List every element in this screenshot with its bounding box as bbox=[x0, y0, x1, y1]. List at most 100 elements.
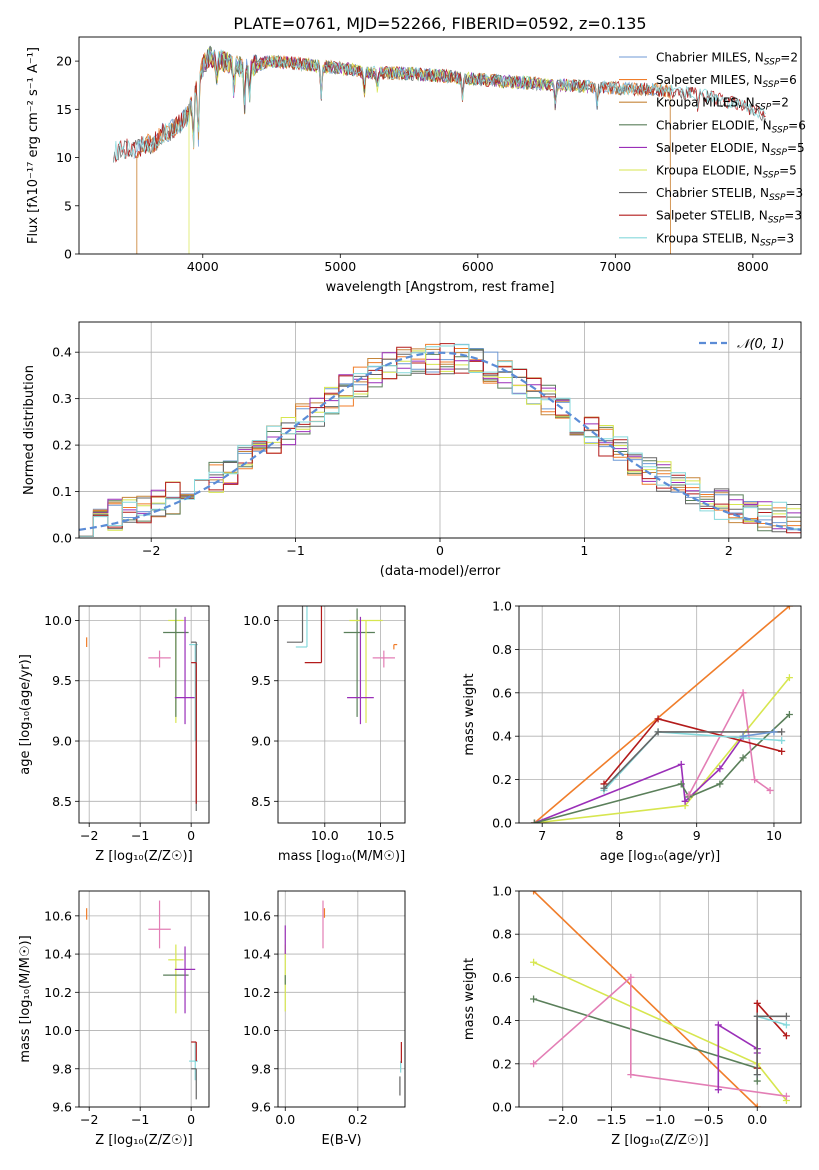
legend-label-tail: =3 bbox=[784, 209, 802, 223]
errorbar-points bbox=[286, 606, 398, 725]
y-tick-label: 9.0 bbox=[251, 734, 271, 749]
x-tick-label: 2 bbox=[725, 543, 733, 558]
y-tick-label: 10.2 bbox=[243, 985, 271, 1000]
x-tick-label: 7 bbox=[538, 828, 546, 843]
x-tick-label: −1.0 bbox=[645, 1112, 675, 1127]
y-tick-label: 0.2 bbox=[492, 772, 512, 787]
weight-marker bbox=[739, 754, 747, 762]
x-tick-label: 10.5 bbox=[367, 828, 395, 843]
y-axis-label: mass weight bbox=[462, 673, 477, 755]
residual-histogram-kroupa-stelib bbox=[79, 344, 801, 537]
legend-label-main: Chabrier MILES, N bbox=[656, 51, 764, 65]
weight-marker bbox=[600, 784, 608, 792]
y-tick-label: 0.2 bbox=[52, 438, 72, 453]
x-tick-label: −1 bbox=[286, 543, 304, 558]
y-tick-label: 5 bbox=[64, 198, 72, 213]
y-tick-label: 0.4 bbox=[52, 345, 72, 360]
y-axis-label: age [log₁₀(age/yr)] bbox=[18, 654, 33, 775]
legend-label-tail: =3 bbox=[786, 186, 804, 200]
weight-marker bbox=[778, 728, 786, 736]
legend-label: Salpeter MILES, NSSP=6 bbox=[656, 73, 797, 90]
legend-label: Kroupa STELIB, NSSP=3 bbox=[656, 231, 794, 248]
weight-line-chabrier-elodie bbox=[533, 998, 759, 1082]
weight-line-kroupa-stelib bbox=[756, 1015, 787, 1075]
axes-frame bbox=[78, 890, 210, 1108]
errorbar-salpeter-elodie bbox=[347, 616, 374, 725]
errorbar-pink bbox=[148, 650, 171, 668]
weight-marker bbox=[716, 780, 724, 788]
y-tick-label: 9.0 bbox=[52, 734, 72, 749]
x-tick-label: 9 bbox=[693, 828, 701, 843]
errorbar-points bbox=[284, 900, 402, 1096]
spectrum-line-chabrier-elodie bbox=[202, 45, 588, 114]
weight-lines bbox=[530, 891, 790, 1107]
legend-label: Chabrier MILES, NSSP=2 bbox=[656, 51, 798, 68]
axes-frame bbox=[518, 890, 802, 1108]
weight-marker bbox=[782, 1032, 790, 1040]
errorbar-salpeter-stelib bbox=[304, 606, 323, 664]
legend-label: Salpeter STELIB, NSSP=3 bbox=[656, 209, 802, 226]
y-tick-label: 0.1 bbox=[52, 484, 72, 499]
errorbar-kroupa-stelib bbox=[295, 606, 308, 648]
weight-marker bbox=[627, 973, 635, 981]
axes-frame bbox=[277, 605, 406, 824]
weight-marker bbox=[714, 1086, 722, 1094]
x-tick-label: −0.5 bbox=[693, 1112, 723, 1127]
y-tick-label: 0.0 bbox=[492, 816, 512, 831]
weight-line-salpeter-stelib bbox=[756, 1001, 787, 1069]
errorbar-kroupa-elodie bbox=[349, 619, 383, 723]
weight-line-salpeter-miles bbox=[533, 891, 758, 1107]
x-tick-label: 4000 bbox=[187, 259, 219, 274]
weight-marker bbox=[530, 1060, 538, 1068]
y-tick-label: 9.6 bbox=[52, 1100, 72, 1115]
y-axis-label: Flux [fλ10⁻¹⁷ erg cm⁻² s⁻¹ A⁻¹] bbox=[26, 47, 41, 244]
y-tick-label: 10.0 bbox=[44, 1023, 72, 1038]
legend-label-tail: =6 bbox=[779, 73, 797, 87]
x-tick-label: 5000 bbox=[324, 259, 356, 274]
spectrum-line-salpeter-stelib bbox=[113, 51, 766, 163]
x-tick-label: −2 bbox=[142, 543, 160, 558]
weight-vs-metallicity-panel: −2.0 −1.5 −1.0 −0.5 0.0 0.0 0.2 0.4 0.6 0.8 1.0 Z [… bbox=[462, 884, 802, 1148]
errorbar-chabrier-stelib bbox=[286, 606, 304, 643]
legend-label-sub: SSP bbox=[772, 125, 789, 135]
weight-marker bbox=[654, 728, 662, 736]
x-tick-label: −2.0 bbox=[548, 1112, 578, 1127]
errorbar-pink bbox=[148, 900, 171, 949]
y-tick-label: 0 bbox=[64, 247, 72, 262]
y-tick-label: 10.6 bbox=[243, 908, 271, 923]
residuals-panel: −2 −1 0 1 2 0.0 0.1 0.2 0.3 0.4 (data-model)/error… bbox=[22, 321, 802, 579]
errorbar-salpeter-stelib bbox=[191, 662, 197, 804]
legend-label-main: Kroupa ELODIE, N bbox=[656, 164, 763, 178]
y-tick-label: 0.2 bbox=[492, 1056, 512, 1071]
errorbar-salpeter-miles bbox=[393, 643, 398, 650]
x-axis-label: mass [log₁₀(M/M☉)] bbox=[278, 849, 405, 864]
weight-marker bbox=[778, 737, 786, 745]
errorbar-salpeter-stelib bbox=[191, 1041, 197, 1062]
x-axis-label: (data-model)/error bbox=[380, 564, 501, 579]
x-tick-label: 0.0 bbox=[747, 1112, 767, 1127]
x-tick-label: −2 bbox=[80, 1112, 98, 1127]
legend-label: Salpeter ELODIE, NSSP=5 bbox=[656, 141, 805, 158]
y-tick-label: 1.0 bbox=[492, 599, 512, 614]
axes-frame bbox=[78, 36, 802, 255]
y-tick-label: 0.4 bbox=[492, 729, 512, 744]
spectrum-series-group bbox=[113, 45, 767, 254]
y-axis-label: mass [log₁₀(M/M☉)] bbox=[18, 935, 33, 1062]
x-tick-label: 8 bbox=[615, 828, 623, 843]
y-tick-label: 9.8 bbox=[52, 1061, 72, 1076]
age-vs-metallicity-panel: −2 −1 0 8.5 9.0 9.5 10.0 Z [log₁₀(Z/Z☉)] age [lo… bbox=[18, 605, 210, 864]
spectrum-panel: 4000 5000 6000 7000 8000 0 5 10 15 20 wavelength [… bbox=[26, 36, 806, 295]
x-tick-label: 0 bbox=[187, 1112, 195, 1127]
x-tick-label: 7000 bbox=[599, 259, 631, 274]
axes-frame bbox=[78, 605, 210, 824]
mass-vs-ebv-panel: 0.0 0.2 9.6 9.8 10.0 10.2 10.4 10.6 E(B-V) bbox=[243, 890, 406, 1148]
legend-label: 𝒩(0, 1) bbox=[737, 337, 784, 352]
y-tick-label: 0.8 bbox=[492, 642, 512, 657]
errorbar-kroupa-elodie bbox=[168, 944, 184, 1014]
weight-marker bbox=[753, 1103, 761, 1107]
legend-label-sub: SSP bbox=[770, 148, 787, 158]
legend-label-tail: =3 bbox=[776, 231, 794, 245]
x-axis-label: E(B-V) bbox=[321, 1133, 361, 1148]
errorbar-points bbox=[86, 608, 198, 811]
